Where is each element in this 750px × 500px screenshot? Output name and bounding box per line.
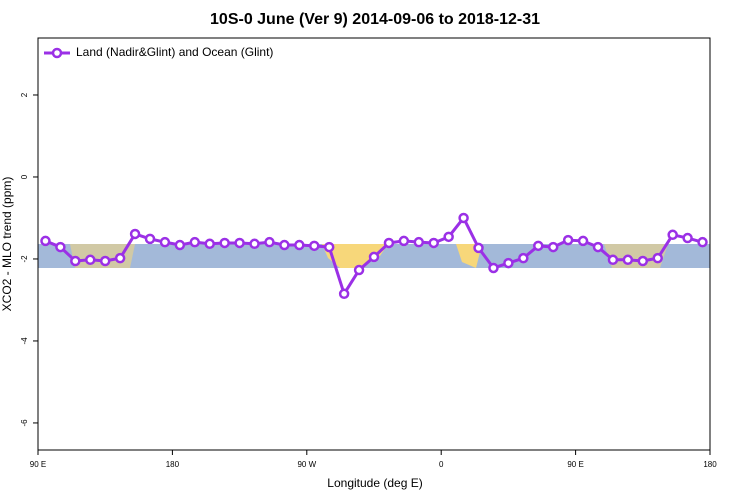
- point: [249, 238, 260, 250]
- point: [99, 255, 111, 267]
- x-tick-label: 180: [166, 460, 180, 469]
- point: [338, 288, 350, 300]
- point: [652, 252, 663, 264]
- y-tick-label: -6: [20, 419, 29, 427]
- y-tick-label: -4: [20, 337, 29, 345]
- point: [234, 237, 245, 249]
- point: [189, 236, 201, 248]
- point: [159, 236, 171, 248]
- point: [309, 240, 320, 252]
- point: [592, 241, 604, 253]
- point: [682, 232, 693, 244]
- plot-frame: [37, 37, 711, 451]
- point: [547, 241, 559, 253]
- point: [503, 257, 514, 269]
- y-tick-label: -2: [20, 255, 29, 263]
- point: [40, 235, 51, 247]
- point: [488, 262, 499, 274]
- x-tick-label: 90 E: [567, 460, 583, 469]
- point: [353, 264, 365, 276]
- point: [458, 212, 469, 224]
- y-axis-label: XCO2 - MLO trend (ppm): [0, 177, 14, 312]
- y-tick-label: 2: [20, 92, 29, 97]
- point: [114, 252, 126, 264]
- point: [697, 236, 708, 248]
- point: [533, 240, 544, 252]
- point: [473, 242, 484, 254]
- point: [219, 237, 230, 249]
- y-tick-label: 0: [20, 174, 29, 179]
- x-axis-label: Longitude (deg E): [327, 476, 422, 490]
- point: [577, 235, 589, 247]
- chart-title: 10S-0 June (Ver 9) 2014-09-06 to 2018-12…: [210, 11, 540, 28]
- point: [622, 254, 634, 266]
- legend-marker: [51, 47, 63, 59]
- legend-label: Land (Nadir&Glint) and Ocean (Glint): [76, 45, 273, 59]
- point: [264, 236, 275, 248]
- point: [562, 234, 574, 246]
- point: [144, 233, 156, 245]
- point: [443, 231, 454, 243]
- point: [383, 237, 395, 249]
- point: [85, 254, 96, 266]
- x-tick-label: 90 E: [30, 460, 46, 469]
- point: [323, 241, 335, 253]
- point: [637, 255, 649, 267]
- point: [129, 228, 141, 240]
- land: [604, 244, 668, 268]
- x-tick-label: 0: [439, 460, 444, 469]
- point: [368, 251, 380, 263]
- point: [398, 235, 410, 247]
- point: [204, 238, 215, 250]
- point: [294, 239, 305, 251]
- point: [55, 241, 66, 253]
- land: [322, 244, 388, 268]
- point: [607, 254, 619, 266]
- point: [279, 239, 290, 251]
- point: [518, 252, 529, 264]
- point: [667, 229, 678, 241]
- point: [428, 237, 439, 249]
- x-tick-label: 90 W: [297, 460, 316, 469]
- point: [70, 255, 81, 267]
- point: [413, 236, 425, 248]
- x-tick-label: 180: [703, 460, 717, 469]
- point: [174, 239, 186, 251]
